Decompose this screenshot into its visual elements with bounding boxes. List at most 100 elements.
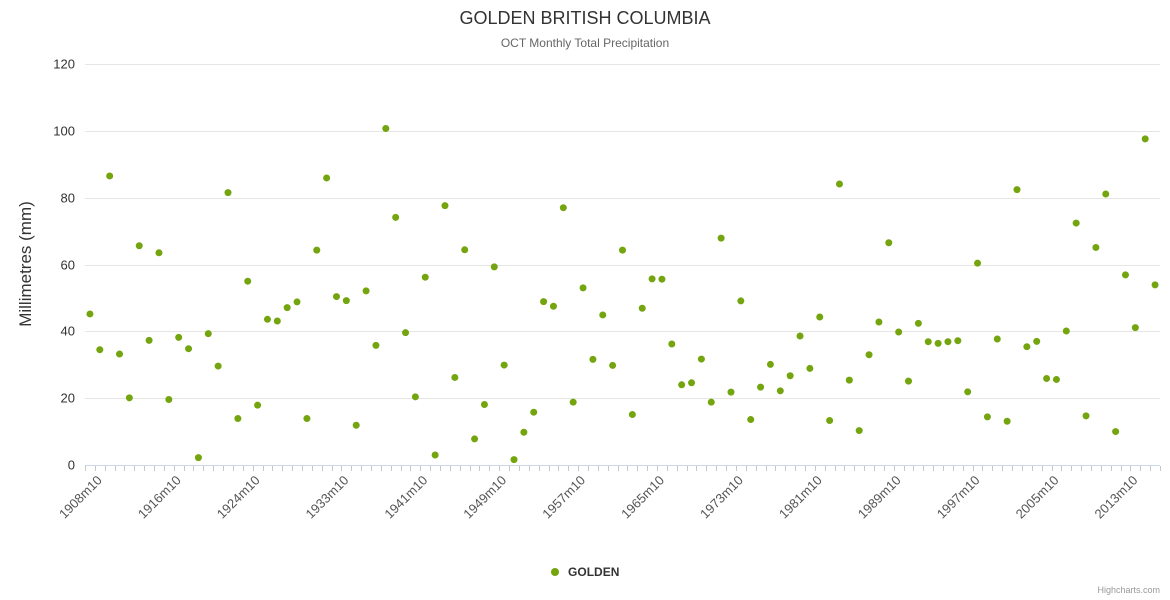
data-point[interactable]	[1052, 375, 1060, 383]
data-point[interactable]	[983, 413, 991, 421]
data-point[interactable]	[461, 246, 469, 254]
data-point[interactable]	[786, 372, 794, 380]
data-point[interactable]	[490, 263, 498, 271]
data-point[interactable]	[1023, 343, 1031, 351]
data-point[interactable]	[727, 388, 735, 396]
data-point[interactable]	[303, 415, 311, 423]
data-point[interactable]	[402, 329, 410, 337]
data-point[interactable]	[717, 234, 725, 242]
data-point[interactable]	[974, 259, 982, 267]
data-point[interactable]	[1082, 412, 1090, 420]
data-point[interactable]	[757, 383, 765, 391]
data-point[interactable]	[766, 360, 774, 368]
data-point[interactable]	[944, 338, 952, 346]
data-point[interactable]	[569, 398, 577, 406]
data-point[interactable]	[1072, 219, 1080, 227]
data-point[interactable]	[954, 337, 962, 345]
data-point[interactable]	[776, 387, 784, 395]
data-point[interactable]	[135, 242, 143, 250]
data-point[interactable]	[845, 376, 853, 384]
data-point[interactable]	[165, 396, 173, 404]
data-point[interactable]	[323, 174, 331, 182]
data-point[interactable]	[293, 298, 301, 306]
data-point[interactable]	[342, 297, 350, 305]
data-point[interactable]	[816, 313, 824, 321]
data-point[interactable]	[678, 381, 686, 389]
data-point[interactable]	[86, 310, 94, 318]
data-point[interactable]	[411, 393, 419, 401]
data-point[interactable]	[559, 204, 567, 212]
data-point[interactable]	[273, 317, 281, 325]
data-point[interactable]	[244, 277, 252, 285]
data-point[interactable]	[471, 435, 479, 443]
data-point[interactable]	[510, 456, 518, 464]
data-point[interactable]	[875, 318, 883, 326]
data-point[interactable]	[697, 355, 705, 363]
data-point[interactable]	[599, 311, 607, 319]
data-point[interactable]	[1112, 428, 1120, 436]
data-point[interactable]	[155, 249, 163, 257]
data-point[interactable]	[737, 297, 745, 305]
data-point[interactable]	[658, 275, 666, 283]
data-point[interactable]	[263, 315, 271, 323]
data-point[interactable]	[638, 304, 646, 312]
data-point[interactable]	[313, 246, 321, 254]
data-point[interactable]	[895, 328, 903, 336]
data-point[interactable]	[530, 408, 538, 416]
data-point[interactable]	[204, 330, 212, 338]
data-point[interactable]	[332, 293, 340, 301]
data-point[interactable]	[175, 333, 183, 341]
data-point[interactable]	[1131, 324, 1139, 332]
data-point[interactable]	[106, 172, 114, 180]
data-point[interactable]	[914, 319, 922, 327]
data-point[interactable]	[1151, 281, 1159, 289]
data-point[interactable]	[668, 340, 676, 348]
data-point[interactable]	[835, 180, 843, 188]
data-point[interactable]	[648, 275, 656, 283]
data-point[interactable]	[372, 341, 380, 349]
highcharts-credit-link[interactable]: Highcharts.com	[1097, 585, 1160, 595]
data-point[interactable]	[1092, 243, 1100, 251]
data-point[interactable]	[589, 355, 597, 363]
data-point[interactable]	[540, 298, 548, 306]
data-point[interactable]	[865, 351, 873, 359]
data-point[interactable]	[451, 373, 459, 381]
data-point[interactable]	[441, 202, 449, 210]
data-point[interactable]	[806, 364, 814, 372]
data-point[interactable]	[549, 302, 557, 310]
data-point[interactable]	[421, 273, 429, 281]
data-point[interactable]	[1141, 135, 1149, 143]
data-point[interactable]	[283, 304, 291, 312]
data-point[interactable]	[480, 401, 488, 409]
data-point[interactable]	[924, 338, 932, 346]
data-point[interactable]	[747, 416, 755, 424]
data-point[interactable]	[1013, 186, 1021, 194]
data-point[interactable]	[352, 421, 360, 429]
data-point[interactable]	[855, 427, 863, 435]
data-point[interactable]	[125, 394, 133, 402]
data-point[interactable]	[688, 379, 696, 387]
data-point[interactable]	[993, 335, 1001, 343]
data-point[interactable]	[214, 362, 222, 370]
data-point[interactable]	[934, 339, 942, 347]
data-point[interactable]	[500, 361, 508, 369]
data-point[interactable]	[362, 287, 370, 295]
data-point[interactable]	[382, 124, 390, 132]
data-point[interactable]	[905, 377, 913, 385]
data-point[interactable]	[609, 361, 617, 369]
data-point[interactable]	[1043, 374, 1051, 382]
data-point[interactable]	[619, 246, 626, 254]
data-point[interactable]	[964, 388, 972, 396]
data-point[interactable]	[185, 345, 193, 353]
data-point[interactable]	[96, 346, 104, 354]
data-point[interactable]	[628, 411, 636, 419]
data-point[interactable]	[796, 332, 804, 340]
data-point[interactable]	[885, 239, 893, 247]
data-point[interactable]	[520, 428, 528, 436]
data-point[interactable]	[145, 336, 153, 344]
legend-item[interactable]: GOLDEN	[0, 563, 1170, 581]
data-point[interactable]	[194, 454, 202, 462]
data-point[interactable]	[1062, 327, 1070, 335]
data-point[interactable]	[431, 451, 439, 459]
data-point[interactable]	[1003, 417, 1011, 425]
